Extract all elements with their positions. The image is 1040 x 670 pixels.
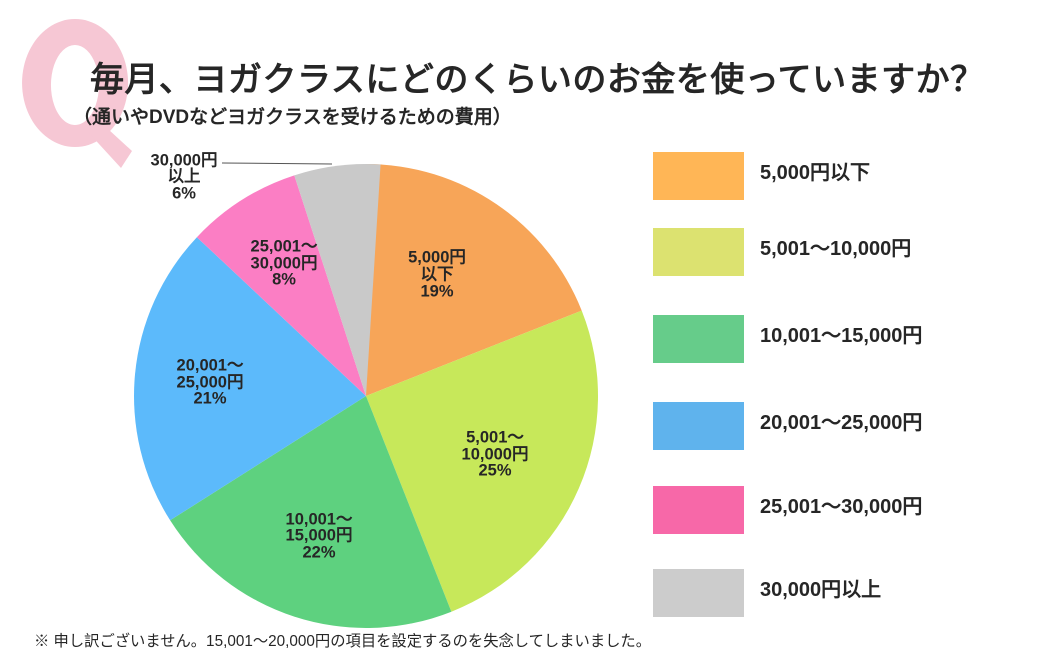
svg-text:21%: 21% <box>193 389 226 407</box>
svg-text:15,000円: 15,000円 <box>286 526 353 544</box>
svg-text:25%: 25% <box>478 461 511 479</box>
svg-text:19%: 19% <box>420 282 453 300</box>
svg-text:以上: 以上 <box>168 166 201 185</box>
svg-text:22%: 22% <box>302 543 335 561</box>
svg-text:5,001〜: 5,001〜 <box>466 428 524 446</box>
svg-text:8%: 8% <box>272 270 296 288</box>
svg-text:5,000円: 5,000円 <box>408 248 466 266</box>
svg-text:25,001〜: 25,001〜 <box>251 237 318 255</box>
svg-text:20,001〜: 20,001〜 <box>177 356 244 374</box>
svg-text:以下: 以下 <box>421 265 454 283</box>
svg-text:6%: 6% <box>172 184 196 202</box>
